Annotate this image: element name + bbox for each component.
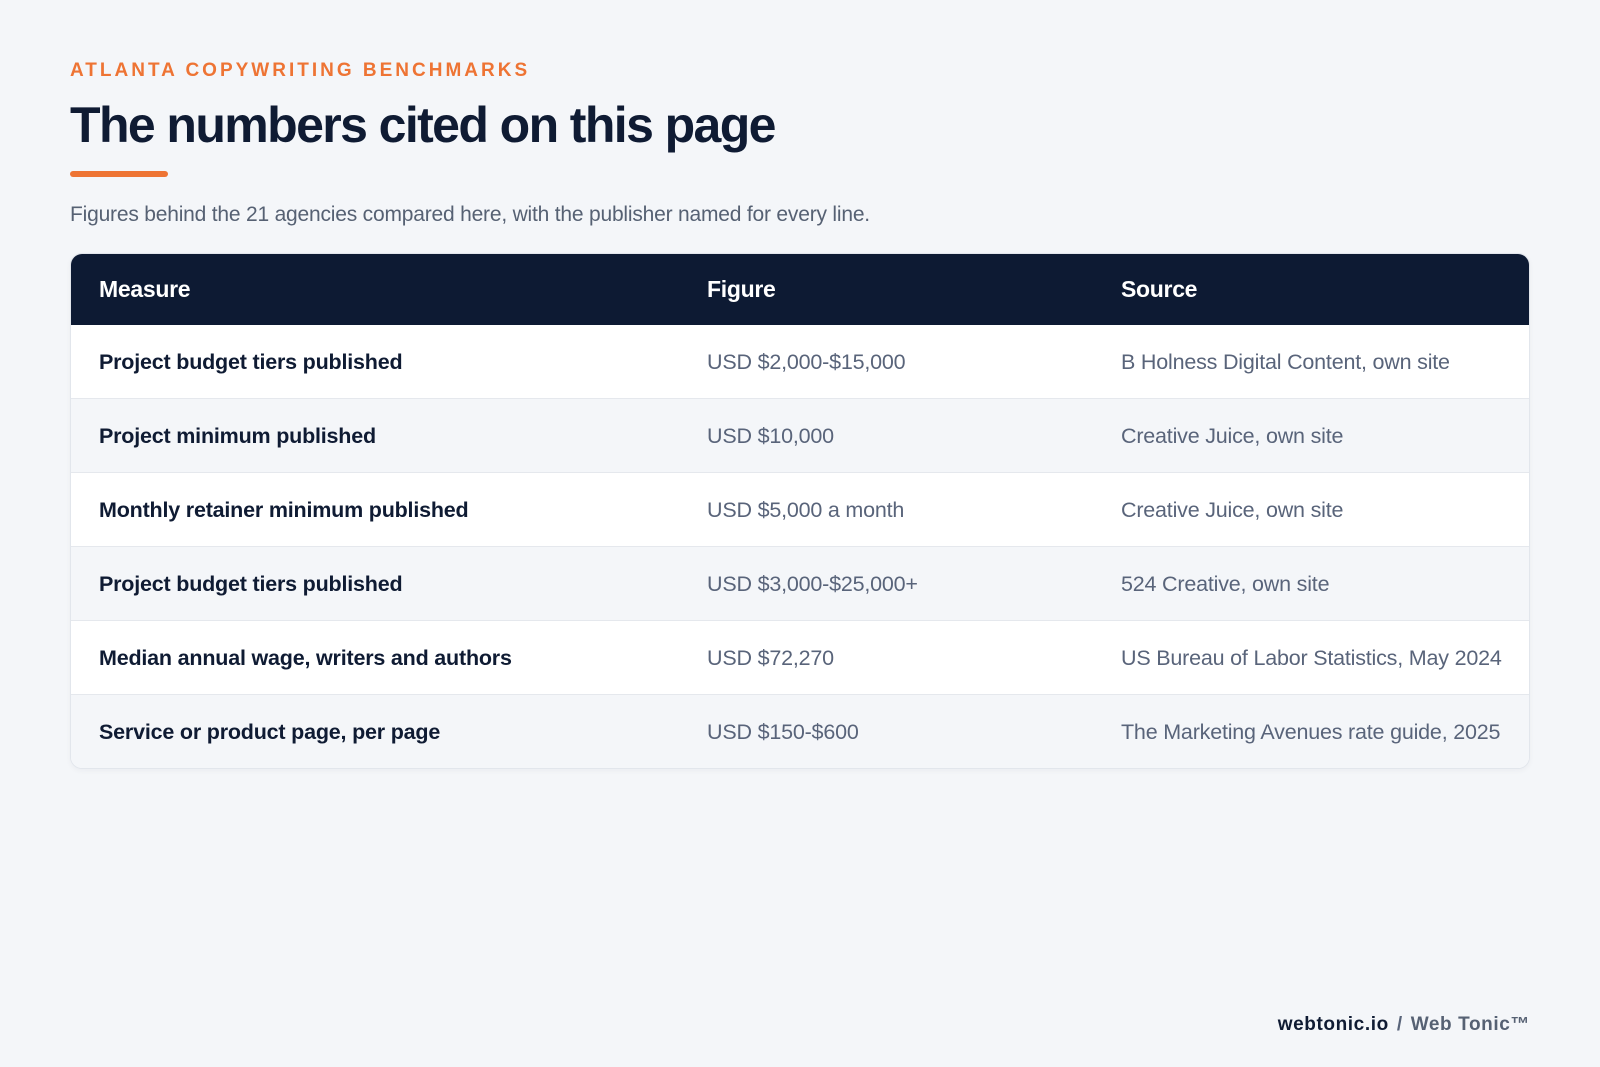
figure-cell: USD $72,270 xyxy=(707,646,834,670)
source-cell: The Marketing Avenues rate guide, 2025 xyxy=(1121,720,1501,744)
measure-cell: Monthly retainer minimum published xyxy=(99,498,469,522)
footer-domain: webtonic.io xyxy=(1277,1014,1389,1035)
source-cell: Creative Juice, own site xyxy=(1121,424,1344,448)
source-cell: 524 Creative, own site xyxy=(1121,572,1330,596)
table-header-row: Measure Figure Source xyxy=(71,254,1529,325)
source-cell: B Holness Digital Content, own site xyxy=(1121,350,1450,374)
title-accent-bar xyxy=(70,171,168,177)
eyebrow-label: ATLANTA COPYWRITING BENCHMARKS xyxy=(70,60,531,81)
figure-cell: USD $150-$600 xyxy=(707,720,859,744)
source-cell: Creative Juice, own site xyxy=(1121,498,1344,522)
column-header-measure: Measure xyxy=(99,276,191,302)
benchmarks-table: Measure Figure Source Project budget tie… xyxy=(71,254,1529,768)
page-content: ATLANTA COPYWRITING BENCHMARKS The numbe… xyxy=(70,58,1530,769)
page-title: The numbers cited on this page xyxy=(70,97,776,153)
footer-credit: webtonic.io / Web Tonic™ xyxy=(1278,1012,1530,1038)
measure-cell: Service or product page, per page xyxy=(99,720,441,744)
figure-cell: USD $5,000 a month xyxy=(707,498,905,522)
benchmarks-table-card: Measure Figure Source Project budget tie… xyxy=(70,253,1530,769)
source-cell: US Bureau of Labor Statistics, May 2024 xyxy=(1121,646,1502,670)
column-header-figure: Figure xyxy=(707,276,776,302)
figure-cell: USD $2,000-$15,000 xyxy=(707,350,906,374)
measure-cell: Project minimum published xyxy=(99,424,376,448)
table-header: Measure Figure Source xyxy=(71,254,1529,325)
footer-brand: Web Tonic™ xyxy=(1410,1014,1530,1035)
footer-separator: / xyxy=(1396,1014,1403,1035)
page-subtitle: Figures behind the 21 agencies compared … xyxy=(70,203,870,226)
table-row: Service or product page, per page USD $1… xyxy=(71,694,1529,768)
figure-cell: USD $3,000-$25,000+ xyxy=(707,572,918,596)
table-row: Project budget tiers published USD $2,00… xyxy=(71,325,1529,399)
figure-cell: USD $10,000 xyxy=(707,424,834,448)
column-header-source: Source xyxy=(1121,276,1198,302)
table-row: Project budget tiers published USD $3,00… xyxy=(71,546,1529,621)
measure-cell: Project budget tiers published xyxy=(99,572,403,596)
table-row: Median annual wage, writers and authors … xyxy=(71,620,1529,695)
measure-cell: Project budget tiers published xyxy=(99,350,403,374)
measure-cell: Median annual wage, writers and authors xyxy=(99,646,512,670)
table-body: Project budget tiers published USD $2,00… xyxy=(71,325,1529,768)
table-row: Project minimum published USD $10,000 Cr… xyxy=(71,398,1529,473)
table-row: Monthly retainer minimum published USD $… xyxy=(71,472,1529,547)
